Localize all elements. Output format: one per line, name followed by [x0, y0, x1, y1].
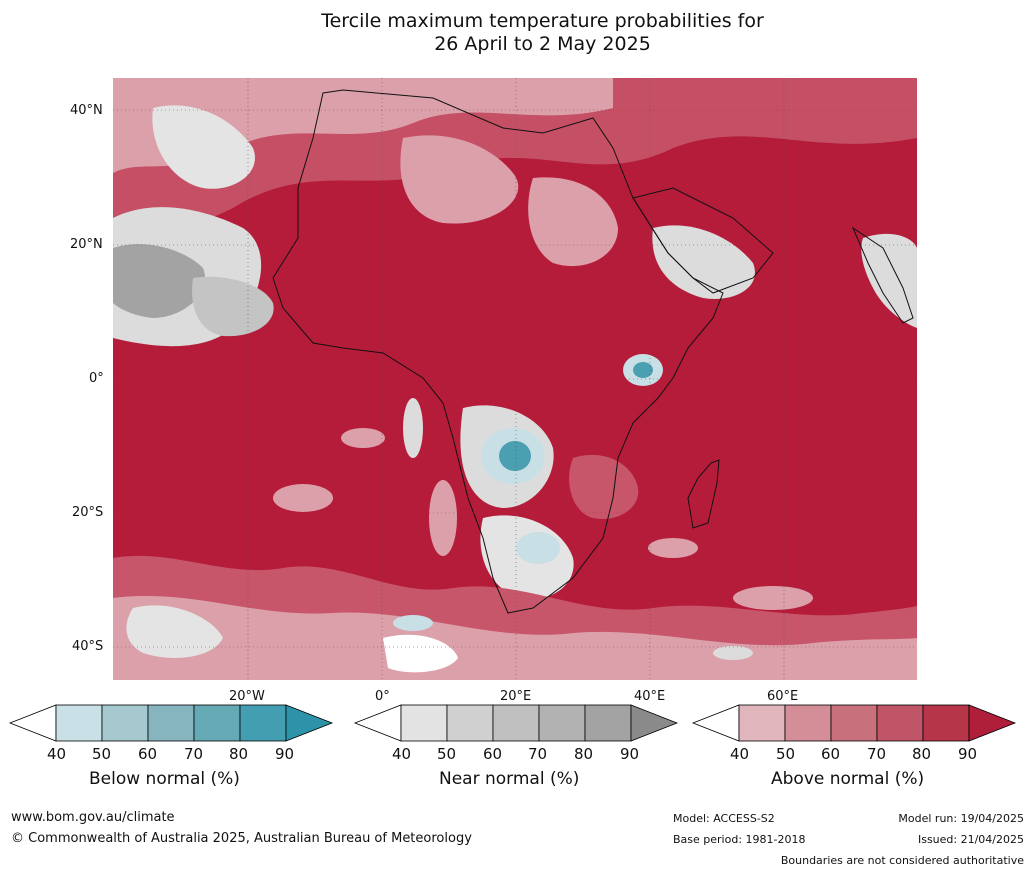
tick-label: 70 [184, 745, 204, 763]
colorbar-segment [239, 704, 287, 742]
lat-label-40s: 40°S [72, 639, 104, 654]
tick-label: 80 [229, 745, 249, 763]
tick-label: 90 [958, 745, 978, 763]
colorbar-segment [584, 704, 632, 742]
colorbar-segment [492, 704, 540, 742]
lat-label-20s: 20°S [72, 505, 104, 520]
tick-label: 90 [275, 745, 295, 763]
title-line-2: 26 April to 2 May 2025 [434, 33, 651, 55]
colorbar-above-title: Above normal (%) [771, 769, 925, 789]
lon-label-0: 0° [375, 689, 390, 704]
tick-label: 60 [138, 745, 158, 763]
colorbar-below [8, 704, 334, 742]
footer-issued: Issued: 21/04/2025 [917, 833, 1024, 846]
footer-boundaries-note: Boundaries are not considered authoritat… [780, 854, 1024, 867]
tick-label: 40 [47, 745, 67, 763]
colorbar-under-triangle [353, 704, 402, 742]
colorbar-segment [876, 704, 924, 742]
footer-copyright: © Commonwealth of Australia 2025, Austra… [11, 831, 472, 846]
colorbar-over-triangle [968, 704, 1017, 742]
tick-label: 70 [867, 745, 887, 763]
lon-label-60e: 60°E [767, 689, 799, 704]
colorbar-segment [147, 704, 195, 742]
footer-model: Model: ACCESS-S2 [673, 812, 775, 825]
tick-label: 50 [437, 745, 457, 763]
map-canvas [113, 78, 917, 680]
tick-label: 60 [483, 745, 503, 763]
colorbar-near-svg [353, 704, 679, 742]
tick-label: 40 [392, 745, 412, 763]
colorbar-segment [101, 704, 149, 742]
tick-label: 80 [574, 745, 594, 763]
tick-label: 80 [912, 745, 932, 763]
lon-label-20e: 20°E [500, 689, 532, 704]
colorbar-near [353, 704, 679, 742]
lon-label-40e: 40°E [634, 689, 666, 704]
lat-label-40n: 40°N [70, 103, 103, 118]
chart-title: Tercile maximum temperature probabilitie… [0, 10, 1035, 56]
tick-label: 50 [776, 745, 796, 763]
colorbar-segment [784, 704, 832, 742]
colorbar-segment [55, 704, 103, 742]
footer-website: www.bom.gov.au/climate [11, 810, 175, 825]
colorbar-segment [738, 704, 786, 742]
lon-label-20w: 20°W [229, 689, 265, 704]
colorbar-under-triangle [8, 704, 57, 742]
lat-label-0: 0° [89, 371, 104, 386]
lat-label-20n: 20°N [70, 237, 103, 252]
colorbar-over-triangle [285, 704, 334, 742]
colorbar-below-title: Below normal (%) [89, 769, 240, 789]
tick-label: 90 [620, 745, 640, 763]
tick-label: 60 [821, 745, 841, 763]
colorbar-below-svg [8, 704, 334, 742]
colorbar-segment [193, 704, 241, 742]
colorbar-above-svg [691, 704, 1017, 742]
colorbar-segment [922, 704, 970, 742]
title-line-1: Tercile maximum temperature probabilitie… [321, 10, 764, 32]
footer-model-run: Model run: 19/04/2025 [898, 812, 1024, 825]
footer-base-period: Base period: 1981-2018 [673, 833, 806, 846]
colorbar-over-triangle [630, 704, 679, 742]
tick-label: 70 [528, 745, 548, 763]
probability-map [113, 78, 917, 680]
tick-label: 50 [92, 745, 112, 763]
tick-label: 40 [730, 745, 750, 763]
colorbar-segment [538, 704, 586, 742]
colorbar-near-title: Near normal (%) [439, 769, 580, 789]
colorbar-segment [400, 704, 448, 742]
colorbar-segment [446, 704, 494, 742]
colorbar-above [691, 704, 1017, 742]
colorbar-under-triangle [691, 704, 740, 742]
colorbar-segment [830, 704, 878, 742]
